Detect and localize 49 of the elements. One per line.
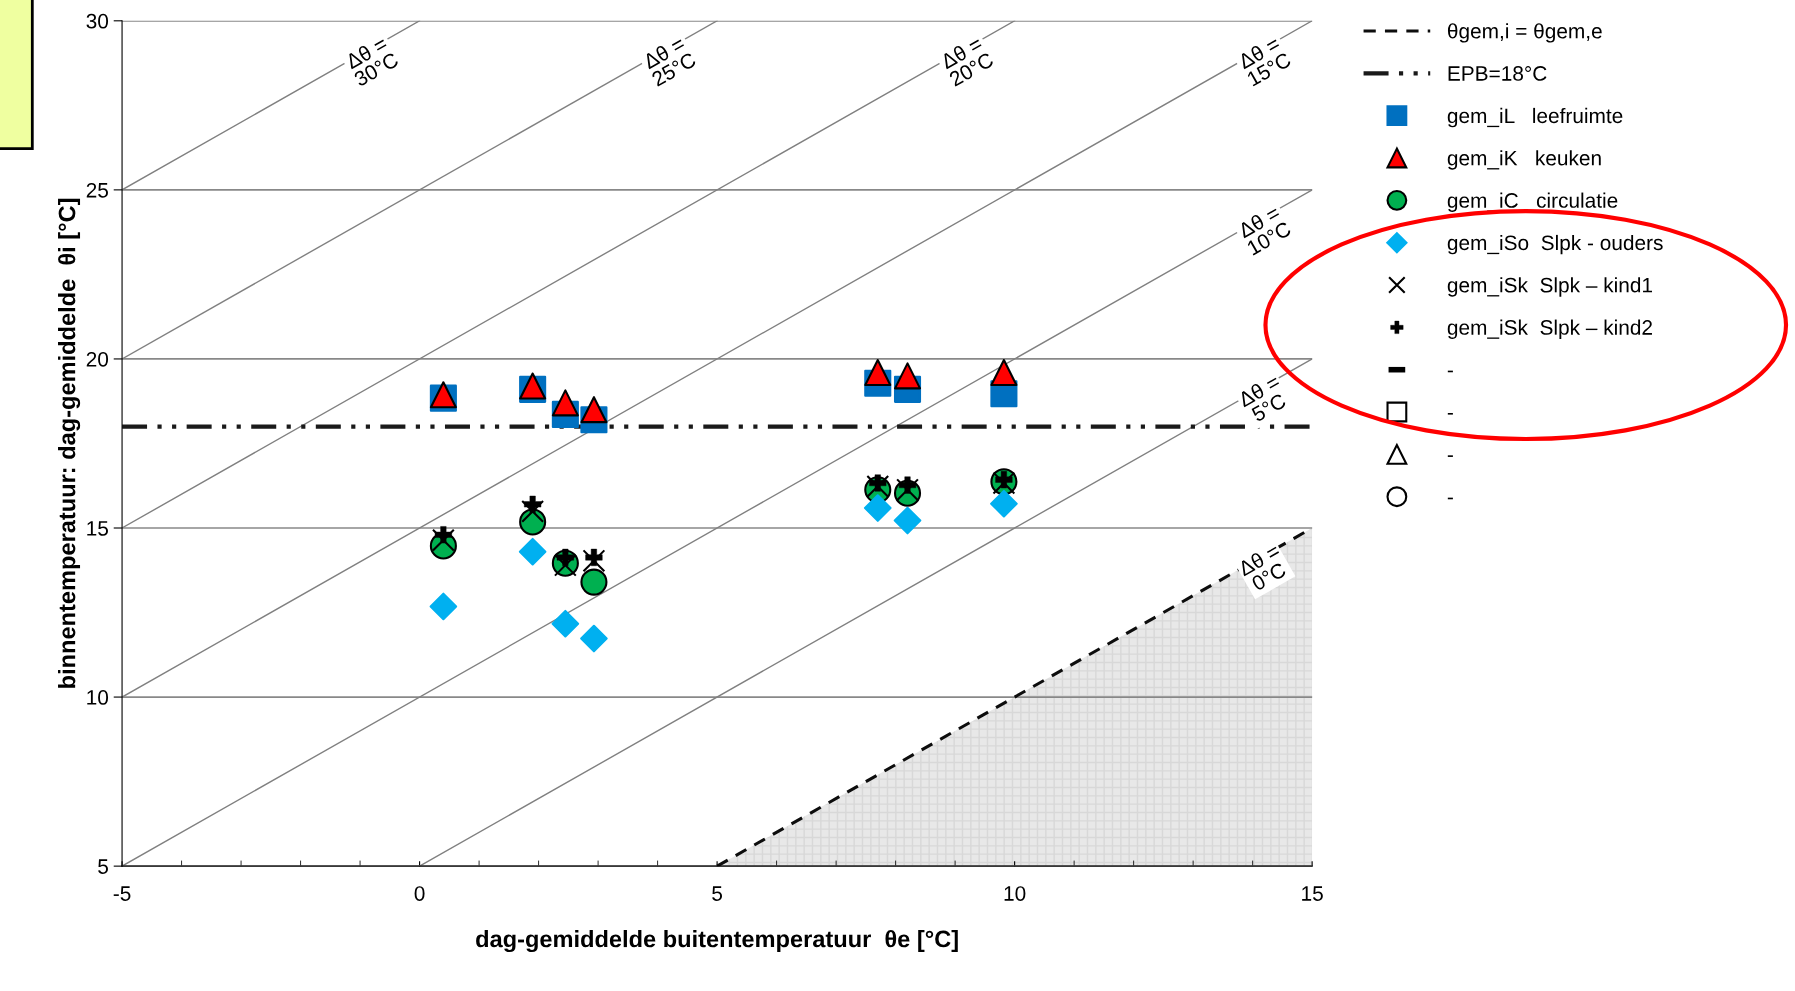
point — [896, 478, 919, 502]
annotation: Δθ = 30°C — [344, 35, 400, 87]
annotation: Δθ = 15°C — [1236, 35, 1293, 87]
point — [521, 499, 545, 523]
y-tick-label: 10 — [87, 690, 109, 705]
annotation: Δθ = 0°C — [1236, 542, 1287, 592]
point — [893, 506, 922, 535]
legend-label: - — [1447, 412, 1453, 415]
point — [580, 568, 608, 596]
annotation: Δθ = 25°C — [641, 35, 697, 87]
legend-label: gem_iSk Slpk – kind1 — [1447, 277, 1652, 297]
point — [431, 528, 455, 552]
point — [580, 396, 608, 424]
point — [864, 358, 892, 387]
x-tick-label: 0 — [414, 886, 425, 901]
y-axis-title: binnentemperatuur: dag-gemiddelde θi [°C] — [58, 198, 81, 688]
point — [551, 389, 579, 417]
legend-label: - — [1447, 497, 1453, 500]
legend-label: - — [1447, 455, 1453, 457]
point — [580, 624, 608, 653]
y-tick-label: 20 — [86, 351, 109, 367]
point — [582, 549, 606, 573]
point — [990, 489, 1018, 518]
legend-label: gem_iSk Slpk – kind2 — [1447, 319, 1652, 339]
point — [866, 474, 890, 498]
legend-label: θgem,i = θgem,e — [1447, 23, 1602, 43]
y-tick-label: 25 — [86, 182, 108, 198]
point — [893, 362, 922, 390]
point — [518, 537, 547, 566]
point — [863, 494, 892, 522]
y-tick-label: 15 — [87, 521, 108, 536]
legend-label: gem_iSo Slpk - ouders — [1447, 234, 1663, 255]
x-tick-label: 15 — [1302, 886, 1323, 901]
legend-label: gem_iL leefruimte — [1447, 107, 1623, 128]
x-tick-label: -5 — [113, 886, 131, 901]
legend-label: - — [1447, 370, 1453, 373]
y-tick-label: 30 — [86, 13, 109, 29]
annotation: Δθ = 5°C — [1236, 373, 1287, 423]
x-tick-label: 5 — [712, 886, 723, 901]
x-axis-title: dag-gemiddelde buitentemperatuur θe [°C] — [476, 930, 958, 953]
annotation: Δθ = 20°C — [939, 35, 995, 87]
point — [990, 358, 1018, 387]
point — [551, 609, 580, 638]
legend-label: EPB=18°C — [1448, 66, 1547, 81]
legend-label: gem_iK keuken — [1447, 150, 1601, 170]
y-tick-label: 5 — [98, 859, 108, 874]
point — [429, 592, 458, 621]
x-tick-label: 10 — [1004, 886, 1026, 901]
annotation: Δθ = 10°C — [1236, 204, 1293, 256]
